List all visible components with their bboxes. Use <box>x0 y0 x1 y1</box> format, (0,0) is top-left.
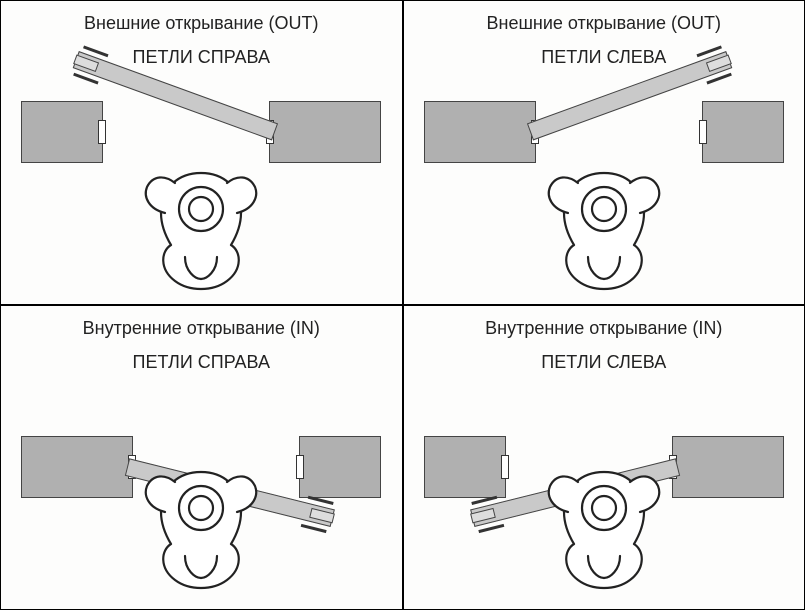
door-frame-left <box>501 455 509 479</box>
wall-right <box>424 101 536 163</box>
door-handle-plate <box>309 508 335 524</box>
cell-in-right: Внутренние открывание (IN) ПЕТЛИ СПРАВА <box>0 305 403 610</box>
title-direction: Внутренние открывание (IN) <box>404 318 805 339</box>
page-root: Внешние открывание (OUT) ПЕТЛИ СПРАВА <box>0 0 805 610</box>
title-hinge: ПЕТЛИ СПРАВА <box>1 352 402 373</box>
door-frame-left <box>98 120 106 144</box>
diagram <box>21 83 381 293</box>
wall-right <box>672 436 784 498</box>
diagram <box>21 388 381 598</box>
diagram <box>424 83 784 293</box>
title-direction: Внешние открывание (OUT) <box>404 13 805 34</box>
door-handle-plate <box>706 54 732 72</box>
door-handle-plate <box>470 508 496 524</box>
person-top-view <box>544 161 664 291</box>
door-handle-bar-bottom <box>301 524 327 533</box>
diagram <box>424 388 784 598</box>
title-direction: Внешние открывание (OUT) <box>1 13 402 34</box>
wall-left <box>299 436 381 498</box>
wall-right <box>269 101 381 163</box>
title-hinge: ПЕТЛИ СЛЕВА <box>404 352 805 373</box>
title-hinge: ПЕТЛИ СПРАВА <box>1 47 402 68</box>
cell-out-right: Внешние открывание (OUT) ПЕТЛИ СПРАВА <box>0 0 403 305</box>
person-top-view <box>141 460 261 590</box>
cell-out-left: Внешние открывание (OUT) ПЕТЛИ СЛЕВА <box>403 0 805 305</box>
title-direction: Внутренние открывание (IN) <box>1 318 402 339</box>
wall-right <box>21 436 133 498</box>
door-handle-bar-bottom <box>73 73 98 85</box>
diagram-grid: Внешние открывание (OUT) ПЕТЛИ СПРАВА <box>0 0 805 610</box>
wall-left <box>702 101 784 163</box>
person-top-view <box>544 460 664 590</box>
door-frame-left <box>296 455 304 479</box>
door-frame-left <box>699 120 707 144</box>
door-handle-bar-bottom <box>478 524 504 533</box>
wall-left <box>424 436 506 498</box>
door-handle-plate <box>73 54 99 72</box>
cell-in-left: Внутренние открывание (IN) ПЕТЛИ СЛЕВА <box>403 305 805 610</box>
title-hinge: ПЕТЛИ СЛЕВА <box>404 47 805 68</box>
wall-left <box>21 101 103 163</box>
door-handle-bar-bottom <box>706 73 731 85</box>
person-top-view <box>141 161 261 291</box>
